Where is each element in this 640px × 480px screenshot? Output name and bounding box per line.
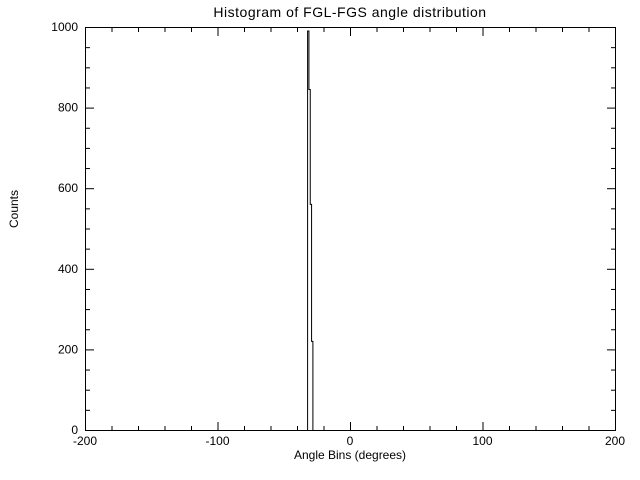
chart-title: Histogram of FGL-FGS angle distribution [213, 4, 487, 20]
y-tick-label: 400 [58, 262, 78, 276]
y-tick-label: 800 [58, 101, 78, 115]
y-tick-label: 600 [58, 181, 78, 195]
histogram-spike [307, 30, 314, 430]
x-tick-label: -200 [73, 434, 97, 448]
y-tick-label: 200 [58, 342, 78, 356]
x-tick-label: -100 [205, 434, 229, 448]
x-tick-label: 200 [605, 434, 625, 448]
x-axis-label: Angle Bins (degrees) [293, 448, 407, 462]
x-tick-label: 0 [347, 434, 354, 448]
axes-box [85, 27, 616, 431]
y-tick-label: 1000 [51, 20, 78, 34]
x-tick-label: 100 [472, 434, 492, 448]
y-tick-label: 0 [71, 423, 78, 437]
